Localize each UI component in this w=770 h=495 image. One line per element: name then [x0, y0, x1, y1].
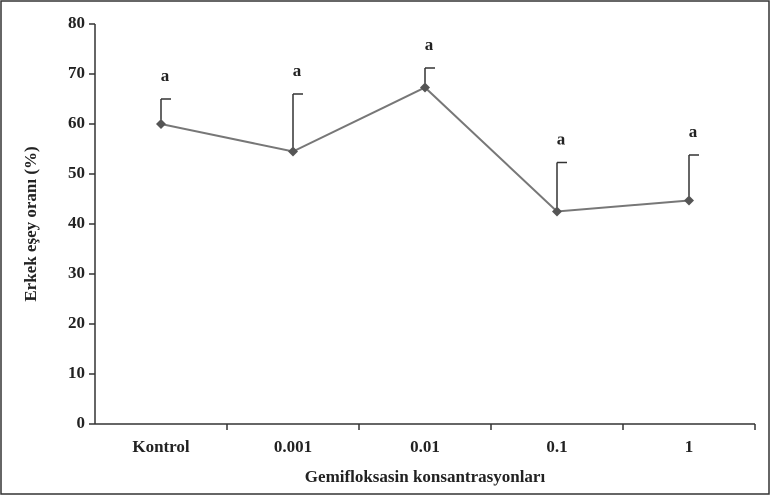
x-tick-label: Kontrol	[132, 437, 190, 456]
marker	[552, 206, 562, 217]
x-tick-label: 0.001	[274, 437, 312, 456]
marker	[156, 119, 166, 129]
annotation: a	[293, 61, 302, 80]
annotation: a	[689, 122, 698, 141]
y-tick-label: 50	[68, 163, 85, 182]
x-tick-label: 0.1	[546, 437, 567, 456]
y-tick-label: 0	[77, 413, 86, 432]
y-tick-label: 60	[68, 113, 85, 132]
x-tick-label: 1	[685, 437, 694, 456]
y-tick-label: 70	[68, 63, 85, 82]
y-tick-label: 30	[68, 263, 85, 282]
marker	[684, 195, 694, 206]
annotation: a	[161, 66, 170, 85]
annotation: a	[557, 129, 566, 148]
y-tick-label: 10	[68, 363, 85, 382]
y-tick-label: 80	[68, 13, 85, 32]
y-tick-label: 20	[68, 313, 85, 332]
marker	[288, 146, 298, 157]
annotation: a	[425, 35, 434, 54]
y-tick-label: 40	[68, 213, 85, 232]
marker	[420, 82, 430, 93]
y-axis-label: Erkek eşey oranı (%)	[21, 146, 40, 301]
x-tick-label: 0.01	[410, 437, 440, 456]
x-axis-label: Gemifloksasin konsantrasyonları	[305, 467, 546, 486]
